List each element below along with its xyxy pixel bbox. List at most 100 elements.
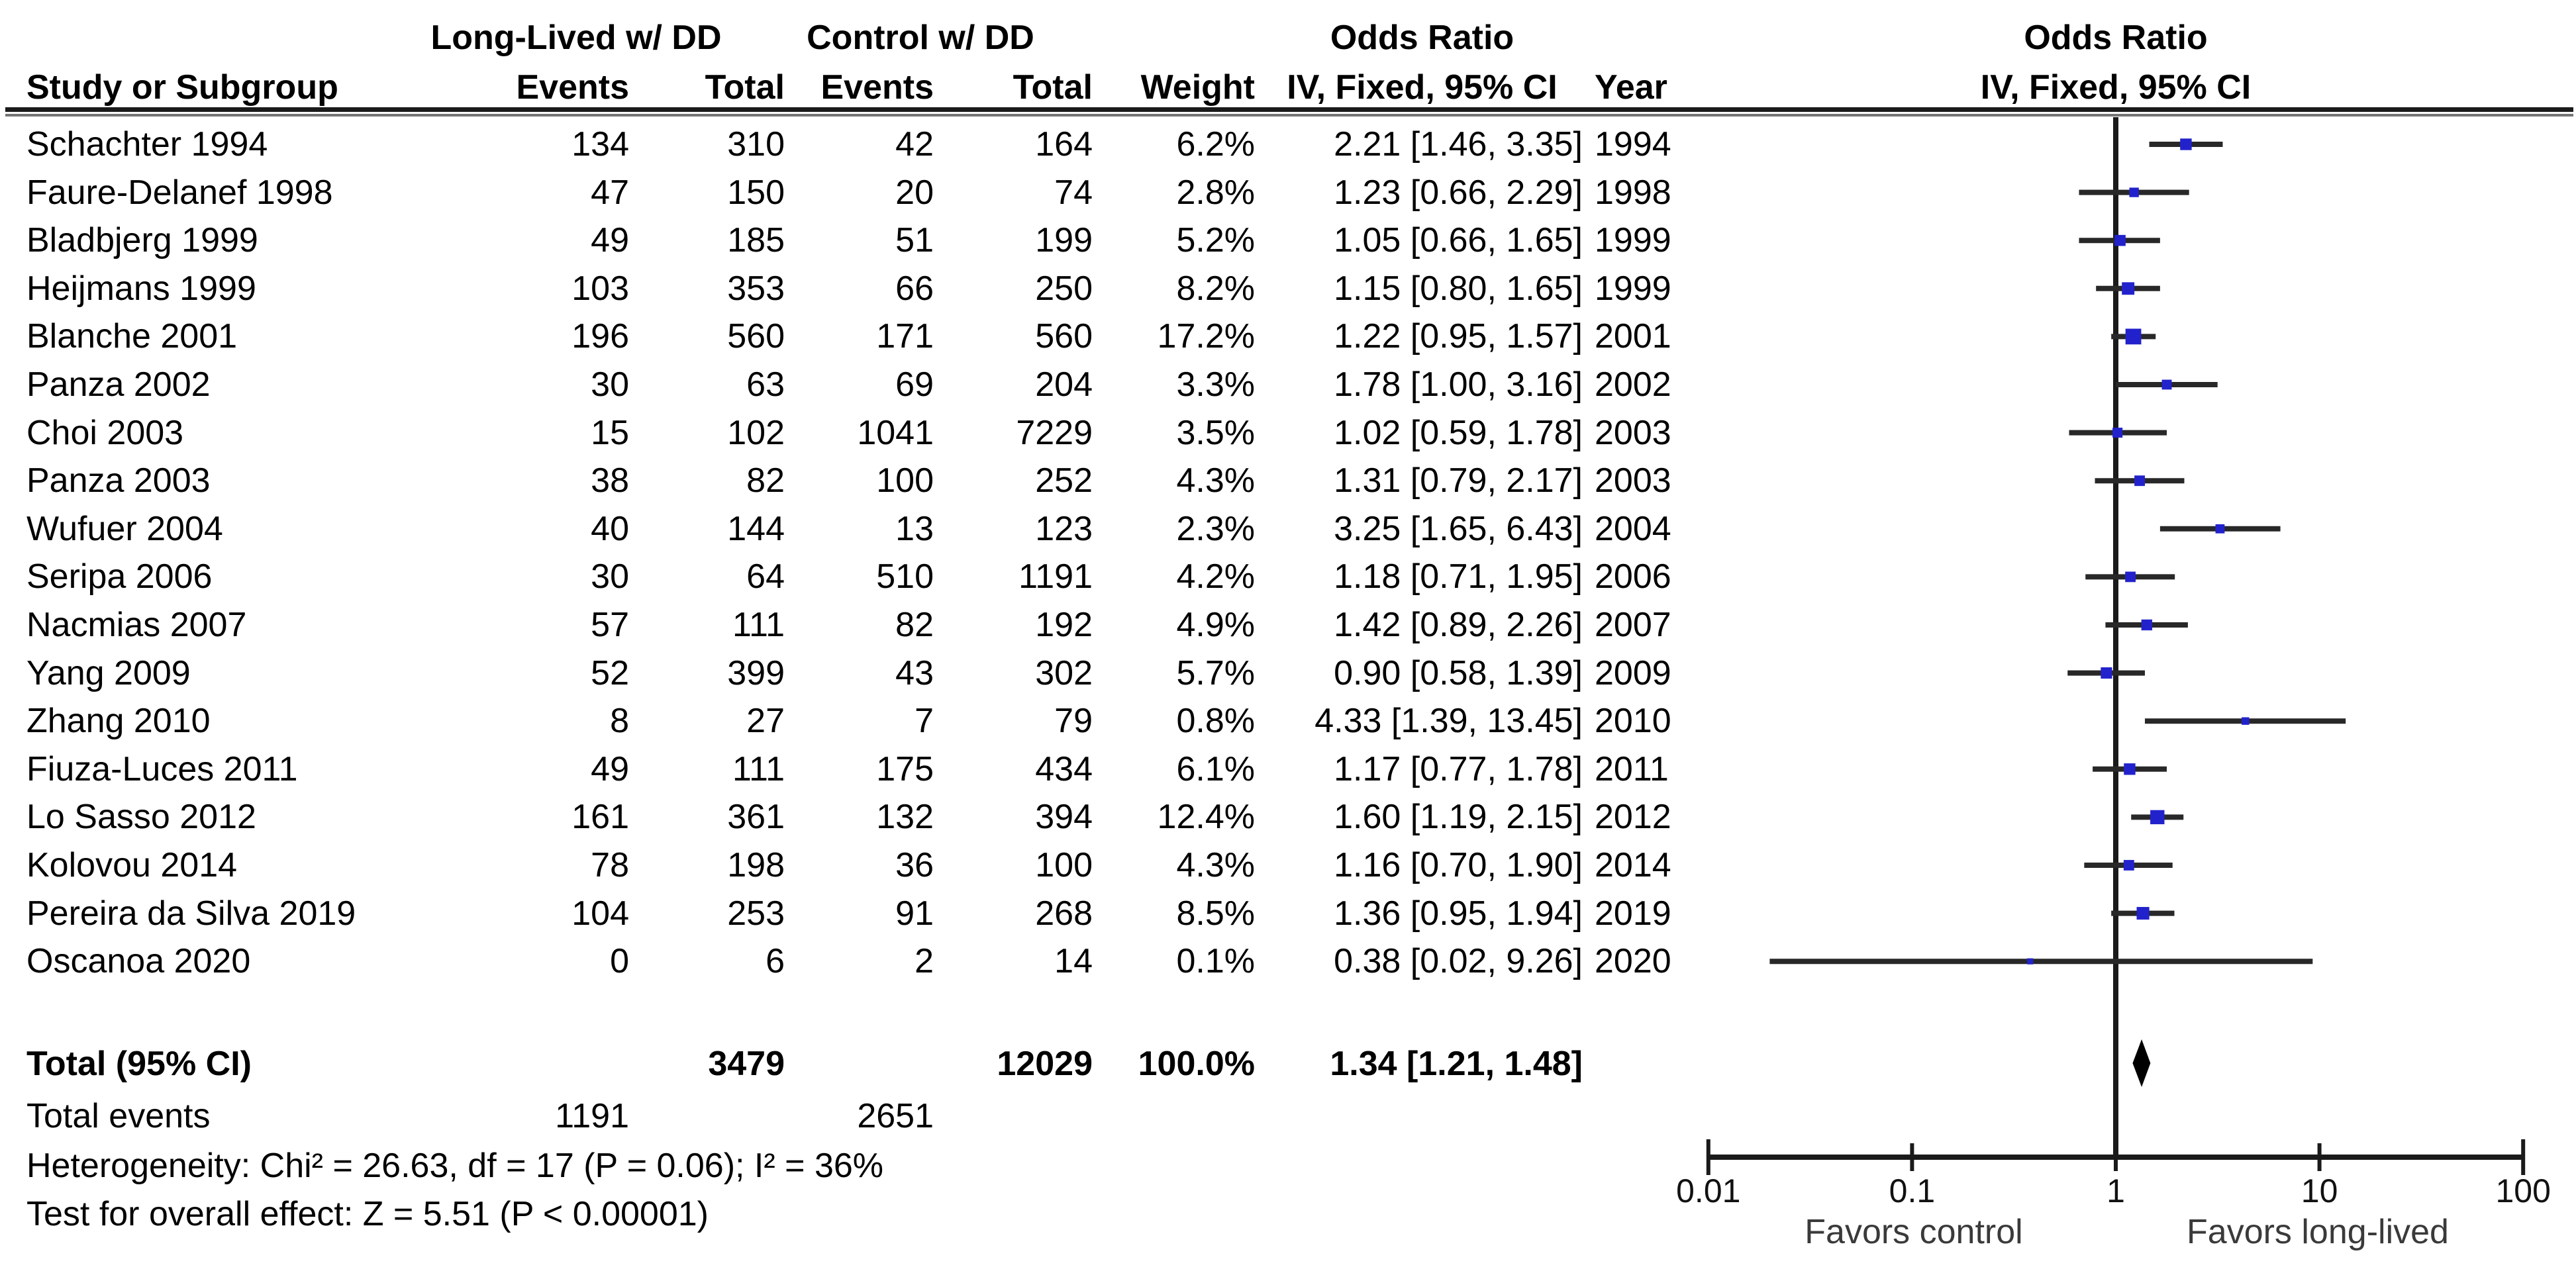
or-ci-text: 2.21 [1.46, 3.35]: [1334, 125, 1583, 164]
total-control: 204: [1035, 365, 1093, 404]
or-ci-text: 1.18 [0.71, 1.95]: [1334, 557, 1583, 596]
events-long-lived: 15: [591, 414, 629, 452]
year: 2002: [1595, 365, 1671, 404]
summary-diamond: [2132, 1039, 2151, 1087]
total-long-lived: 560: [727, 317, 785, 355]
total-long-lived: 27: [746, 702, 785, 740]
total-control: 394: [1035, 798, 1093, 836]
or-ci-text: 1.31 [0.79, 2.17]: [1334, 461, 1583, 500]
or-marker: [2136, 907, 2150, 920]
axis-tick-label: 0.1: [1889, 1172, 1936, 1209]
or-marker: [2027, 958, 2034, 965]
header-rule: [5, 107, 2573, 112]
or-marker: [2242, 717, 2250, 725]
events-long-lived: 8: [610, 702, 629, 740]
or-marker: [2129, 187, 2139, 197]
or-ci-text: 1.60 [1.19, 2.15]: [1334, 798, 1583, 836]
study-name: Nacmias 2007: [26, 606, 247, 644]
total-long-lived: 399: [727, 654, 785, 692]
study-name: Faure-Delanef 1998: [26, 173, 333, 212]
total-long-lived: 185: [727, 221, 785, 260]
weight: 12.4%: [1157, 798, 1255, 836]
group-header-control: Control w/ DD: [807, 19, 1034, 57]
study-name: Oscanoa 2020: [26, 942, 251, 980]
or-marker: [2123, 860, 2134, 871]
column-header-weight: Weight: [1140, 68, 1255, 107]
study-name: Blanche 2001: [26, 317, 238, 355]
weight: 8.5%: [1176, 894, 1255, 933]
column-header-year: Year: [1595, 68, 1667, 107]
total-control: 268: [1035, 894, 1093, 933]
total-events-label: Total events: [26, 1097, 211, 1135]
total-control: 434: [1035, 750, 1093, 788]
year: 2012: [1595, 798, 1671, 836]
total-control: 14: [1054, 942, 1093, 980]
year: 2011: [1595, 750, 1669, 788]
weight: 3.5%: [1176, 414, 1255, 452]
or-ci-text: 1.42 [0.89, 2.26]: [1334, 606, 1583, 644]
events-long-lived: 52: [591, 654, 629, 692]
weight: 17.2%: [1157, 317, 1255, 355]
or-column-header-line2: IV, Fixed, 95% CI: [1287, 68, 1558, 107]
weight: 4.9%: [1176, 606, 1255, 644]
total-control: 74: [1054, 173, 1093, 212]
column-header-total-control: Total: [1013, 68, 1093, 107]
header-rule-shadow: [5, 114, 2573, 117]
heterogeneity-stats: Heterogeneity: Chi² = 26.63, df = 17 (P …: [26, 1147, 884, 1185]
or-ci-text: 0.90 [0.58, 1.39]: [1334, 654, 1583, 692]
study-name: Pereira da Silva 2019: [26, 894, 356, 933]
study-name: Kolovou 2014: [26, 846, 238, 884]
study-name: Lo Sasso 2012: [26, 798, 256, 836]
events-control: 66: [895, 269, 934, 308]
events-long-lived: 30: [591, 557, 629, 596]
or-column-header-line1: Odds Ratio: [1330, 19, 1514, 57]
study-name: Choi 2003: [26, 414, 184, 452]
total-row-total-control: 12029: [997, 1045, 1093, 1083]
column-header-events-long-lived: Events: [516, 68, 629, 107]
events-control: 171: [876, 317, 934, 355]
year: 1999: [1595, 269, 1671, 308]
events-long-lived: 49: [591, 750, 629, 788]
or-ci-text: 4.33 [1.39, 13.45]: [1314, 702, 1583, 740]
total-long-lived: 102: [727, 414, 785, 452]
study-name: Panza 2003: [26, 461, 211, 500]
total-long-lived: 253: [727, 894, 785, 933]
or-ci-text: 1.23 [0.66, 2.29]: [1334, 173, 1583, 212]
total-control: 252: [1035, 461, 1093, 500]
total-events-long-lived: 1191: [555, 1097, 629, 1135]
study-name: Seripa 2006: [26, 557, 213, 596]
total-row-weight: 100.0%: [1138, 1045, 1255, 1083]
study-name: Panza 2002: [26, 365, 211, 404]
axis-tick-label: 1: [2106, 1172, 2125, 1209]
events-control: 175: [876, 750, 934, 788]
or-marker: [2124, 763, 2136, 775]
study-name: Wufuer 2004: [26, 510, 223, 548]
events-control: 2: [915, 942, 934, 980]
weight: 4.2%: [1176, 557, 1255, 596]
events-long-lived: 47: [591, 173, 629, 212]
year: 1999: [1595, 221, 1671, 260]
or-marker: [2112, 428, 2123, 438]
events-long-lived: 30: [591, 365, 629, 404]
weight: 2.8%: [1176, 173, 1255, 212]
study-name: Schachter 1994: [26, 125, 268, 164]
study-name: Bladbjerg 1999: [26, 221, 258, 260]
total-long-lived: 361: [727, 798, 785, 836]
weight: 5.7%: [1176, 654, 1255, 692]
weight: 6.2%: [1176, 125, 1255, 164]
weight: 8.2%: [1176, 269, 1255, 308]
or-marker: [2122, 282, 2135, 295]
year: 2004: [1595, 510, 1671, 548]
events-control: 100: [876, 461, 934, 500]
or-ci-text: 1.36 [0.95, 1.94]: [1334, 894, 1583, 933]
weight: 6.1%: [1176, 750, 1255, 788]
events-long-lived: 161: [571, 798, 629, 836]
total-long-lived: 111: [732, 606, 785, 644]
column-header-events-control: Events: [820, 68, 934, 107]
events-control: 1041: [857, 414, 934, 452]
year: 2006: [1595, 557, 1671, 596]
events-control: 82: [895, 606, 934, 644]
study-name: Yang 2009: [26, 654, 191, 692]
